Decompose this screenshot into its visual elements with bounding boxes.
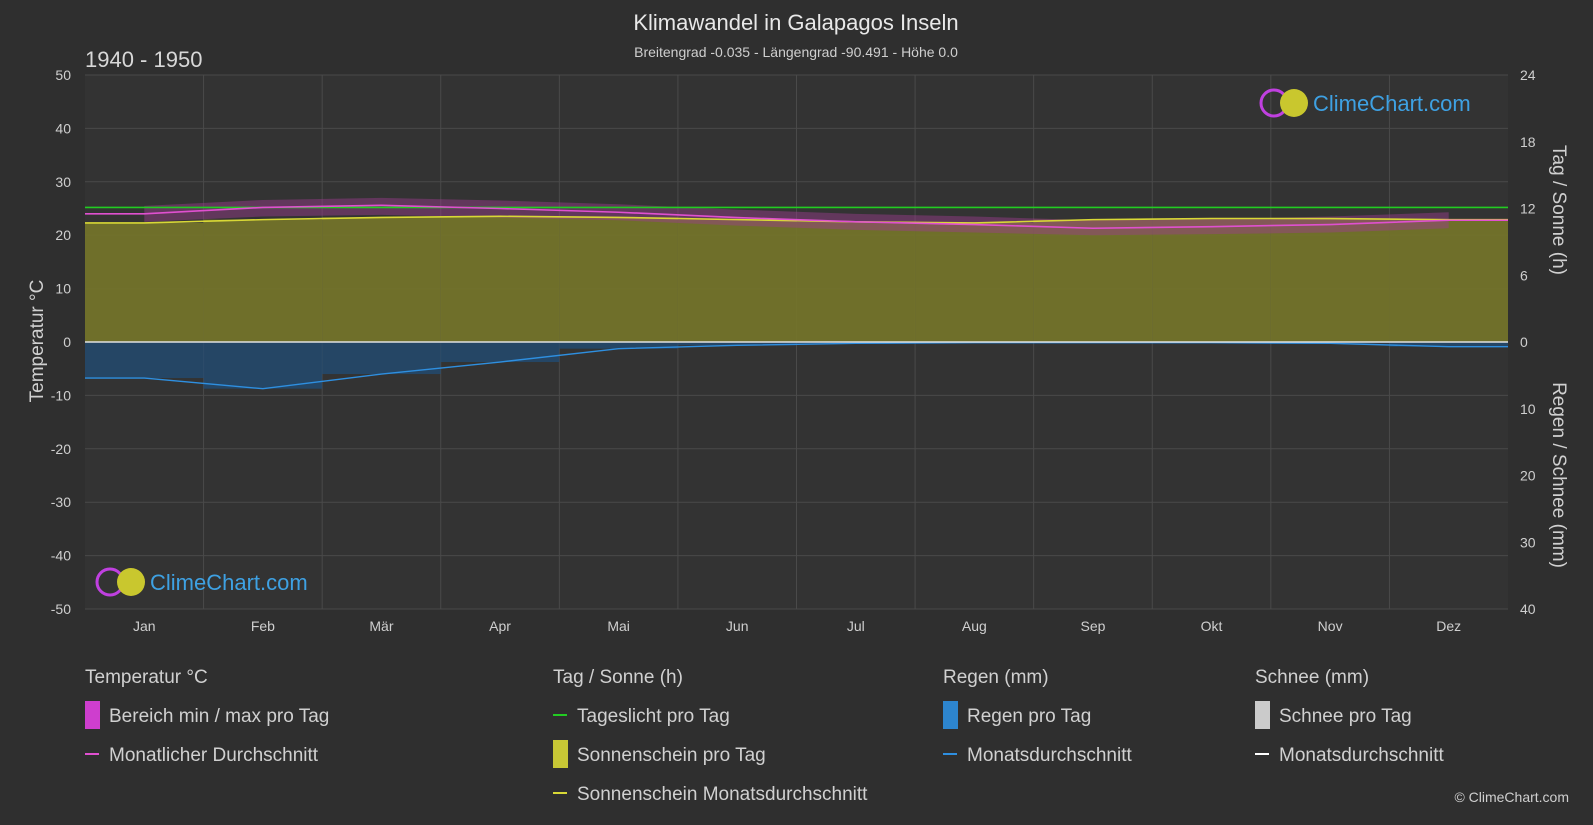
y-right-bottom-tick-label: 10	[1520, 401, 1536, 417]
legend: Temperatur °C Bereich min / max pro Tag Mo…	[85, 667, 1444, 805]
brand-text-bottom: ClimeChart.com	[150, 570, 308, 595]
y-left-tick-label: -50	[51, 601, 71, 617]
x-month-label: Sep	[1080, 618, 1105, 634]
y-left-tick-label: -10	[51, 387, 71, 403]
x-month-label: Dez	[1436, 618, 1461, 634]
legend-group-title: Tag / Sonne (h)	[553, 667, 683, 688]
x-month-label: Mär	[369, 618, 393, 634]
sunshine-bar	[1389, 219, 1508, 342]
logo-sun-icon	[117, 568, 145, 596]
legend-group-title: Regen (mm)	[943, 667, 1049, 688]
y-left-tick-label: 40	[55, 120, 71, 136]
axes: 50 40 30 20 10 0 -10 -20 -30 -40 -50 24 18 12 6 0 10 20 30…	[51, 67, 1536, 634]
sunshine-bar	[677, 219, 797, 342]
x-month-label: Feb	[251, 618, 275, 634]
y-right-top-tick-label: 0	[1520, 334, 1528, 350]
y-right-top-tick-label: 12	[1520, 201, 1536, 217]
y-right-top-axis-title: Tag / Sonne (h)	[1548, 145, 1569, 275]
y-right-top-tick-label: 24	[1520, 67, 1536, 83]
brand-logo-bottom: ClimeChart.com	[95, 567, 308, 597]
y-left-tick-label: 0	[63, 334, 71, 350]
legend-item-label: Bereich min / max pro Tag	[109, 706, 329, 727]
y-left-tick-label: -40	[51, 548, 71, 564]
logo-sun-icon	[1280, 89, 1308, 117]
sunshine-bar	[915, 222, 1034, 342]
brand-logo-top: ClimeChart.com	[1259, 88, 1471, 118]
legend-group-title: Temperatur °C	[85, 667, 208, 688]
period-label: 1940 - 1950	[85, 47, 202, 72]
legend-swatch-box	[1255, 701, 1270, 729]
sunshine-bar	[1033, 219, 1153, 342]
y-left-tick-label: 20	[55, 227, 71, 243]
y-right-bottom-tick-label: 30	[1520, 534, 1536, 550]
rain-bar	[677, 342, 797, 346]
y-right-top-tick-label: 6	[1520, 267, 1528, 283]
chart-title: Klimawandel in Galapagos Inseln	[633, 10, 958, 35]
sunshine-bar	[559, 217, 678, 342]
legend-swatch-box	[85, 701, 100, 729]
y-left-tick-label: 10	[55, 281, 71, 297]
daily-bars	[85, 197, 1508, 389]
y-left-tick-label: -20	[51, 441, 71, 457]
legend-item-label: Monatlicher Durchschnitt	[109, 745, 319, 766]
y-left-tick-label: 30	[55, 174, 71, 190]
y-right-bottom-axis-title: Regen / Schnee (mm)	[1548, 382, 1569, 568]
legend-item-label: Schnee pro Tag	[1279, 706, 1412, 727]
y-left-tick-label: 50	[55, 67, 71, 83]
y-right-bottom-tick-label: 40	[1520, 601, 1536, 617]
legend-item-label: Monatsdurchschnitt	[967, 745, 1132, 766]
legend-item-label: Sonnenschein pro Tag	[577, 745, 766, 766]
sunshine-bar	[203, 219, 323, 342]
legend-item-label: Sonnenschein Monatsdurchschnitt	[577, 784, 868, 805]
legend-item-label: Monatsdurchschnitt	[1279, 745, 1444, 766]
y-left-axis-title: Temperatur °C	[27, 280, 48, 403]
temperature-avg-line	[85, 204, 1508, 230]
sunshine-bar	[85, 222, 204, 342]
brand-text-top: ClimeChart.com	[1313, 91, 1471, 116]
legend-item-label: Tageslicht pro Tag	[577, 706, 730, 727]
y-right-top-tick-label: 18	[1520, 134, 1536, 150]
sunshine-bar	[796, 221, 916, 342]
rain-bar	[203, 342, 323, 389]
legend-group-title: Schnee (mm)	[1255, 667, 1369, 688]
sunshine-bar	[1270, 218, 1390, 342]
copyright: © ClimeChart.com	[1454, 789, 1569, 805]
rain-bar	[440, 342, 560, 363]
chart-subtitle: Breitengrad -0.035 - Längengrad -90.491 …	[634, 44, 958, 60]
series-lines	[85, 204, 1508, 390]
legend-swatch-box	[943, 701, 958, 729]
sunshine-bar	[440, 216, 560, 342]
rain-bar	[322, 342, 441, 375]
sunshine-avg-line	[85, 215, 1508, 224]
rain-avg-line	[85, 341, 1508, 390]
sunshine-bar	[322, 217, 441, 342]
rain-bar	[1389, 342, 1508, 347]
legend-swatch-box	[553, 740, 568, 768]
y-right-bottom-tick-label: 20	[1520, 468, 1536, 484]
x-month-label: Jul	[847, 618, 865, 634]
x-month-label: Apr	[489, 618, 511, 634]
x-month-label: Okt	[1201, 618, 1223, 634]
x-month-label: Aug	[962, 618, 987, 634]
y-left-tick-label: -30	[51, 494, 71, 510]
x-month-label: Nov	[1318, 618, 1343, 634]
x-month-label: Mai	[607, 618, 630, 634]
rain-bar	[85, 342, 204, 379]
rain-bar	[559, 342, 678, 349]
sunshine-bar	[1152, 218, 1271, 342]
legend-item-label: Regen pro Tag	[967, 706, 1091, 727]
x-month-label: Jan	[133, 618, 156, 634]
x-month-label: Jun	[726, 618, 749, 634]
